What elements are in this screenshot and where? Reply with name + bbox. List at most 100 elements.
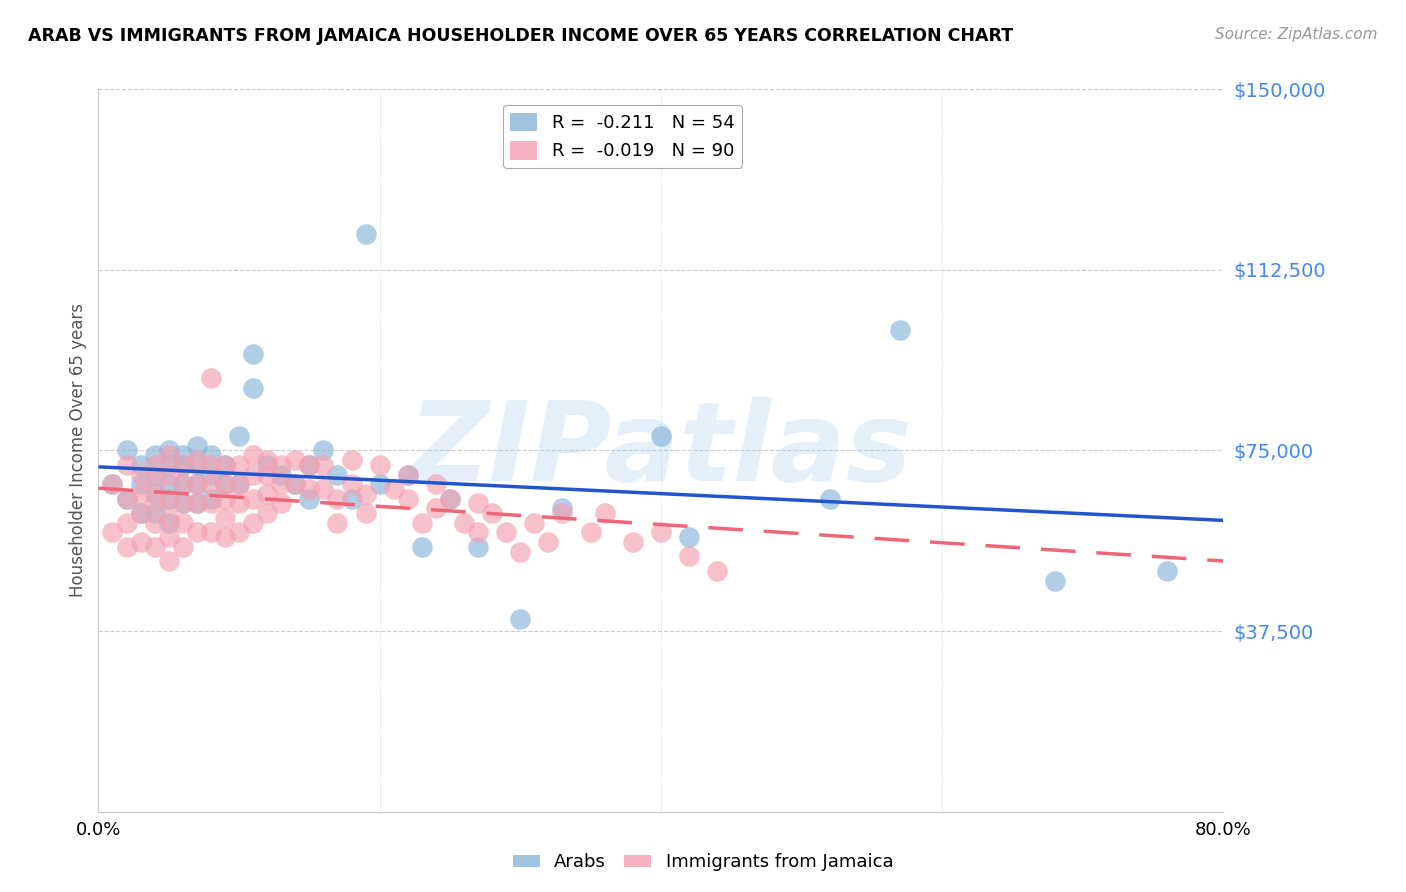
Point <box>256 458 278 472</box>
Point <box>284 453 307 467</box>
Point <box>1156 564 1178 578</box>
Point <box>551 506 574 520</box>
Point <box>214 491 236 506</box>
Point <box>382 482 405 496</box>
Legend: R =  -0.211   N = 54, R =  -0.019   N = 90: R = -0.211 N = 54, R = -0.019 N = 90 <box>503 105 742 168</box>
Point <box>396 491 419 506</box>
Point <box>129 467 152 482</box>
Y-axis label: Householder Income Over 65 years: Householder Income Over 65 years <box>69 303 87 598</box>
Point <box>368 477 391 491</box>
Point <box>228 477 250 491</box>
Point <box>186 458 208 472</box>
Point <box>143 506 166 520</box>
Point <box>101 525 124 540</box>
Text: Source: ZipAtlas.com: Source: ZipAtlas.com <box>1215 27 1378 42</box>
Point <box>200 371 222 385</box>
Point <box>172 496 194 510</box>
Point <box>186 496 208 510</box>
Point <box>256 506 278 520</box>
Point <box>129 535 152 549</box>
Point <box>242 448 264 462</box>
Point <box>129 487 152 501</box>
Point <box>200 496 222 510</box>
Point <box>439 491 461 506</box>
Point <box>115 458 138 472</box>
Point <box>298 491 321 506</box>
Point <box>200 491 222 506</box>
Point <box>129 458 152 472</box>
Point <box>129 506 152 520</box>
Point <box>157 458 180 472</box>
Point <box>1043 574 1066 588</box>
Point <box>509 544 531 558</box>
Point <box>396 467 419 482</box>
Point <box>270 467 292 482</box>
Point <box>650 429 672 443</box>
Point <box>143 458 166 472</box>
Point <box>186 477 208 491</box>
Point <box>115 516 138 530</box>
Point <box>312 482 335 496</box>
Point <box>186 477 208 491</box>
Point <box>186 453 208 467</box>
Point <box>270 458 292 472</box>
Point <box>396 467 419 482</box>
Point <box>242 467 264 482</box>
Point <box>143 477 166 491</box>
Point <box>228 458 250 472</box>
Point <box>495 525 517 540</box>
Point <box>326 516 349 530</box>
Point <box>157 491 180 506</box>
Point <box>650 525 672 540</box>
Point <box>579 525 602 540</box>
Point <box>214 511 236 525</box>
Point <box>298 458 321 472</box>
Point <box>593 506 616 520</box>
Point <box>214 458 236 472</box>
Point <box>228 429 250 443</box>
Point <box>228 496 250 510</box>
Point <box>340 491 363 506</box>
Point <box>312 458 335 472</box>
Point <box>678 549 700 564</box>
Point <box>326 491 349 506</box>
Point <box>200 458 222 472</box>
Point <box>678 530 700 544</box>
Point <box>312 443 335 458</box>
Point <box>453 516 475 530</box>
Point <box>115 491 138 506</box>
Point <box>551 501 574 516</box>
Point <box>129 506 152 520</box>
Point <box>115 443 138 458</box>
Point <box>214 458 236 472</box>
Point <box>200 525 222 540</box>
Point <box>270 477 292 491</box>
Point <box>157 491 180 506</box>
Point <box>157 530 180 544</box>
Point <box>467 540 489 554</box>
Point <box>157 443 180 458</box>
Point <box>172 458 194 472</box>
Point <box>509 612 531 626</box>
Point <box>298 482 321 496</box>
Point <box>101 477 124 491</box>
Point <box>411 540 433 554</box>
Point <box>157 477 180 491</box>
Point <box>354 227 377 241</box>
Point <box>143 516 166 530</box>
Point <box>172 496 194 510</box>
Point <box>298 458 321 472</box>
Point <box>186 496 208 510</box>
Point <box>214 530 236 544</box>
Point <box>523 516 546 530</box>
Point <box>157 448 180 462</box>
Point <box>621 535 644 549</box>
Point <box>242 491 264 506</box>
Point <box>270 496 292 510</box>
Point <box>157 467 180 482</box>
Point <box>354 506 377 520</box>
Point <box>411 516 433 530</box>
Point <box>889 323 911 337</box>
Point <box>186 439 208 453</box>
Point <box>186 525 208 540</box>
